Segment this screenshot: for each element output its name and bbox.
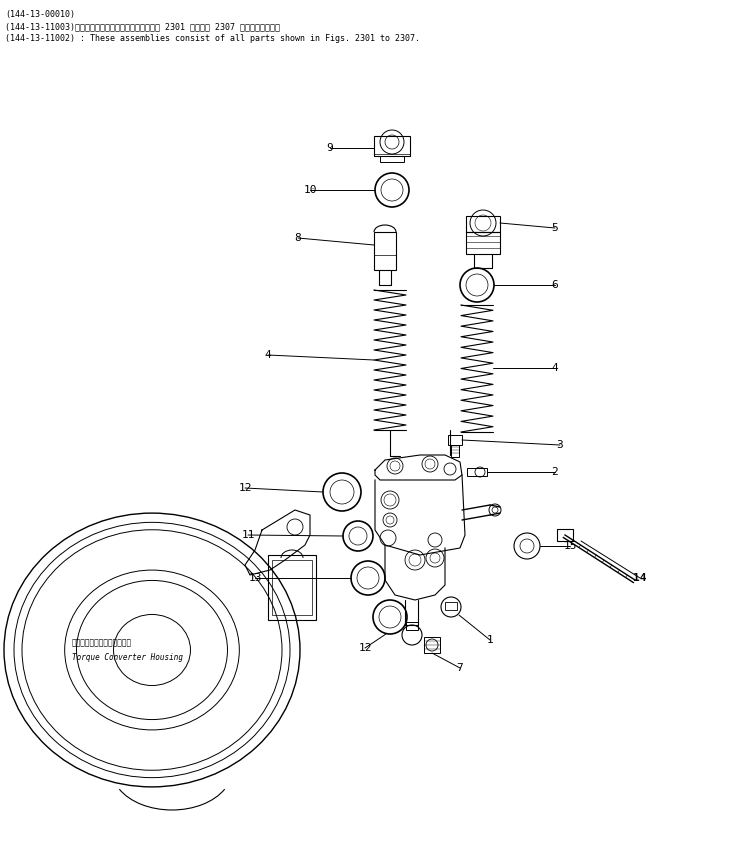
Bar	[467, 468, 487, 476]
Bar	[557, 529, 573, 541]
Text: (144-13-11003)　これらのアセンブリの構成部品は第 2301 図から第 2307 図までできます。: (144-13-11003) これらのアセンブリの構成部品は第 2301 図から…	[5, 22, 280, 31]
Text: 10: 10	[303, 185, 316, 195]
Text: 6: 6	[552, 280, 558, 290]
Text: 1: 1	[487, 635, 494, 645]
Text: 14: 14	[634, 573, 647, 583]
Text: (144-13-00010): (144-13-00010)	[5, 10, 75, 19]
Text: 5: 5	[552, 223, 558, 233]
Text: 9: 9	[327, 143, 333, 153]
Bar	[272, 560, 312, 615]
Text: 15: 15	[564, 541, 577, 551]
Text: 12: 12	[358, 643, 372, 653]
Text: 12: 12	[238, 483, 252, 493]
Text: 4: 4	[552, 363, 558, 373]
Text: 2: 2	[552, 467, 558, 477]
Text: トルクコンバータハウジング: トルクコンバータハウジング	[72, 638, 132, 648]
Bar	[448, 435, 462, 445]
Bar	[268, 555, 316, 620]
Bar	[374, 136, 410, 156]
Text: 8: 8	[295, 233, 301, 243]
Bar	[466, 216, 500, 232]
Text: 13: 13	[249, 573, 262, 583]
Bar	[406, 622, 418, 630]
Text: (144-13-11002) : These assemblies consist of all parts shown in Figs. 2301 to 23: (144-13-11002) : These assemblies consis…	[5, 34, 420, 43]
Text: 4: 4	[265, 350, 271, 360]
Bar	[451, 445, 459, 457]
Bar	[466, 232, 500, 254]
Text: 11: 11	[241, 530, 254, 540]
Bar	[380, 156, 404, 162]
Bar	[445, 602, 457, 610]
Text: 7: 7	[456, 663, 464, 673]
Bar	[424, 637, 440, 653]
Bar	[374, 232, 396, 270]
Text: 3: 3	[557, 440, 564, 450]
Text: Torque Converter Housing: Torque Converter Housing	[72, 654, 183, 662]
